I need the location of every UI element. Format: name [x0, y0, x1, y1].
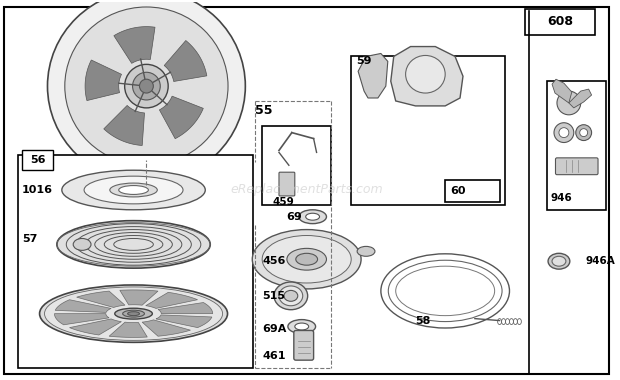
Text: 946: 946 — [550, 193, 572, 203]
Bar — [525, 9, 595, 35]
Ellipse shape — [110, 183, 157, 197]
Ellipse shape — [48, 0, 246, 182]
Ellipse shape — [405, 55, 445, 93]
Ellipse shape — [57, 221, 210, 268]
Ellipse shape — [45, 287, 223, 340]
Text: 1016: 1016 — [22, 185, 53, 195]
Text: 55: 55 — [255, 105, 273, 117]
Ellipse shape — [274, 282, 308, 310]
Text: 56: 56 — [30, 155, 45, 165]
Bar — [445, 180, 500, 202]
Polygon shape — [109, 322, 148, 337]
Ellipse shape — [128, 312, 140, 316]
Ellipse shape — [123, 310, 144, 317]
Polygon shape — [358, 54, 388, 98]
Text: 946A: 946A — [586, 256, 616, 266]
Text: 69: 69 — [286, 212, 302, 222]
Ellipse shape — [40, 285, 228, 342]
Text: 456: 456 — [262, 256, 286, 266]
FancyBboxPatch shape — [88, 170, 116, 192]
Text: 459: 459 — [272, 197, 294, 207]
Bar — [351, 57, 505, 205]
Circle shape — [133, 72, 160, 100]
Ellipse shape — [252, 230, 361, 289]
Ellipse shape — [306, 213, 319, 220]
Ellipse shape — [115, 308, 153, 319]
Bar — [262, 126, 332, 205]
Circle shape — [559, 128, 569, 138]
Text: 60: 60 — [450, 186, 466, 196]
Polygon shape — [55, 314, 109, 325]
Polygon shape — [156, 315, 212, 328]
Polygon shape — [569, 89, 591, 108]
Bar — [18, 155, 253, 368]
Polygon shape — [142, 320, 190, 336]
Polygon shape — [159, 96, 203, 139]
Ellipse shape — [62, 170, 205, 210]
Ellipse shape — [296, 253, 317, 265]
Ellipse shape — [288, 320, 316, 333]
FancyBboxPatch shape — [279, 172, 294, 196]
Polygon shape — [120, 290, 158, 305]
Ellipse shape — [65, 7, 228, 165]
Circle shape — [125, 64, 168, 108]
Polygon shape — [552, 79, 572, 103]
Ellipse shape — [262, 236, 351, 283]
Polygon shape — [85, 60, 122, 101]
Ellipse shape — [84, 176, 183, 204]
Polygon shape — [104, 105, 144, 146]
FancyBboxPatch shape — [177, 170, 205, 192]
Polygon shape — [158, 302, 213, 314]
Ellipse shape — [279, 286, 303, 306]
Ellipse shape — [284, 290, 298, 301]
FancyBboxPatch shape — [133, 170, 160, 192]
Ellipse shape — [294, 323, 309, 330]
Text: 461: 461 — [262, 351, 286, 361]
Bar — [547, 81, 606, 210]
Text: 57: 57 — [22, 234, 37, 244]
Polygon shape — [55, 300, 111, 312]
Text: 69A: 69A — [262, 323, 286, 334]
Text: 59: 59 — [356, 56, 371, 66]
Ellipse shape — [118, 185, 148, 195]
Ellipse shape — [357, 246, 375, 256]
Text: 58: 58 — [415, 315, 431, 326]
FancyBboxPatch shape — [556, 158, 598, 175]
Circle shape — [140, 79, 153, 93]
Ellipse shape — [287, 249, 327, 270]
Text: eReplacementParts.com: eReplacementParts.com — [231, 184, 383, 196]
Ellipse shape — [548, 253, 570, 269]
Polygon shape — [77, 291, 125, 307]
Circle shape — [557, 91, 581, 115]
Ellipse shape — [73, 239, 91, 250]
Polygon shape — [69, 319, 122, 335]
Polygon shape — [164, 41, 207, 81]
Circle shape — [580, 129, 588, 136]
Polygon shape — [391, 47, 463, 106]
Bar — [22, 150, 53, 170]
Circle shape — [554, 123, 574, 142]
Ellipse shape — [299, 210, 327, 224]
Polygon shape — [114, 27, 155, 63]
Circle shape — [576, 125, 591, 141]
Text: 608: 608 — [547, 15, 573, 28]
Ellipse shape — [552, 256, 566, 266]
FancyBboxPatch shape — [294, 331, 314, 360]
Text: 515: 515 — [262, 291, 285, 301]
Polygon shape — [146, 292, 198, 309]
